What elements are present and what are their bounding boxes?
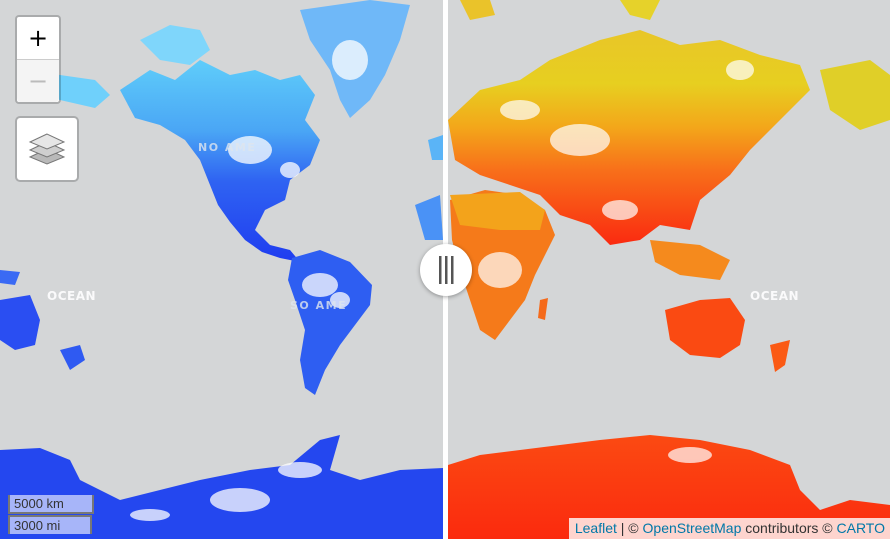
swipe-handle[interactable] — [420, 244, 472, 296]
continent-label-north-america: NO AME — [198, 141, 257, 154]
carto-link[interactable]: CARTO — [836, 520, 886, 536]
eurasia-shape — [448, 30, 810, 245]
scale-mi: 3000 mi — [8, 515, 92, 534]
layers-icon — [28, 133, 66, 165]
south-america-shape — [288, 250, 372, 395]
continent-label-south-america: SO AME — [290, 299, 348, 312]
attribution: Leaflet | © OpenStreetMap contributors ©… — [568, 518, 890, 539]
north-america-shape — [120, 60, 320, 262]
grip-lines-icon — [439, 256, 454, 284]
left-cold-layer — [0, 0, 443, 539]
leaflet-link[interactable]: Leaflet — [574, 520, 617, 536]
attribution-contributors: contributors © — [741, 520, 837, 536]
australia-shape — [665, 298, 745, 358]
zoom-out-button[interactable]: − — [17, 59, 59, 102]
antarctica-right-shape — [448, 435, 890, 539]
right-warm-layer — [448, 0, 890, 539]
zoom-control: + − — [15, 15, 61, 104]
scale-km: 5000 km — [8, 495, 94, 514]
antarctica-left-shape — [0, 435, 443, 539]
ocean-label-left: OCEAN — [47, 289, 97, 303]
zoom-in-button[interactable]: + — [27, 24, 49, 52]
layers-control-button[interactable] — [15, 116, 79, 182]
osm-link[interactable]: OpenStreetMap — [642, 520, 742, 536]
scale-bar: 5000 km 3000 mi — [8, 495, 94, 534]
ocean-label-right: OCEAN — [750, 289, 800, 303]
attribution-sep: | © — [616, 520, 643, 536]
